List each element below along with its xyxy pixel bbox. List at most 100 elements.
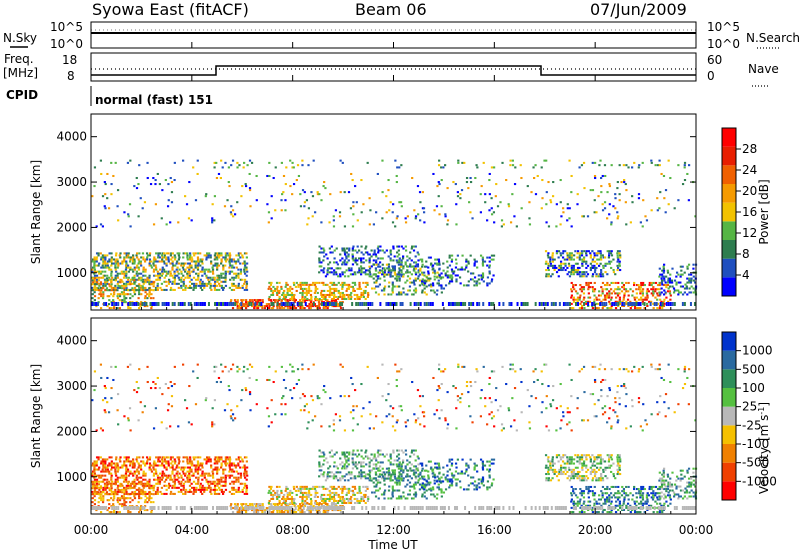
rti-cell: [125, 260, 128, 263]
rti-cell: [315, 501, 319, 505]
rti-cell: [301, 295, 304, 299]
rti-cell: [346, 283, 349, 286]
rti-cell: [383, 293, 386, 296]
rti-cell: [658, 288, 661, 291]
rti-cell: [278, 289, 281, 292]
rti-cell: [237, 274, 240, 277]
rti-cell: [440, 276, 443, 279]
rti-cell: [180, 482, 183, 485]
rti-cell: [293, 307, 296, 310]
rti-cell: [368, 463, 371, 466]
rti-cell: [318, 469, 321, 472]
rti-cell: [137, 501, 140, 504]
rti-cell: [365, 245, 368, 248]
rti-cell: [114, 287, 117, 290]
rti-cell: [408, 271, 412, 274]
rti-cell: [383, 455, 386, 458]
rti-cell: [121, 505, 124, 508]
rti-cell: [213, 288, 217, 291]
rti-cell: [455, 278, 458, 281]
rti-cell: [364, 501, 367, 505]
rti-cell: [234, 284, 237, 287]
rti-cell: [268, 285, 271, 288]
rti-cell: [138, 293, 141, 296]
colorbar-tick-label: 28: [742, 142, 757, 156]
rti-cell: [643, 307, 646, 310]
colorbar-tick-label: 24: [742, 163, 757, 177]
rti-cell: [648, 281, 651, 284]
rti-cell: [293, 497, 296, 500]
rti-cell: [95, 260, 98, 263]
rti-cell: [160, 282, 164, 285]
rti-cell: [364, 247, 367, 250]
rti-cell: [343, 499, 346, 503]
rti-cell: [446, 260, 449, 263]
rti-cell: [329, 455, 332, 458]
rti-cell: [220, 254, 223, 257]
rti-cell: [316, 511, 319, 514]
rti-cell: [214, 262, 217, 265]
rti-cell: [97, 287, 100, 290]
rti-cell: [406, 265, 410, 268]
rti-cell: [336, 305, 340, 308]
rti-cell: [562, 262, 565, 265]
rti-cell: [341, 273, 344, 276]
rti-cell: [440, 205, 443, 208]
rti-cell: [231, 480, 234, 483]
rti-cell: [576, 252, 579, 255]
rti-cell: [327, 267, 330, 270]
rti-cell: [184, 270, 187, 273]
rti-cell: [153, 274, 156, 277]
rti-cell: [350, 473, 353, 476]
rti-cell: [334, 499, 338, 503]
rti-cell: [297, 507, 301, 510]
rti-cell: [351, 489, 355, 492]
rti-cell: [228, 456, 231, 459]
rti-cell: [306, 501, 309, 505]
rti-cell: [328, 451, 331, 454]
rti-cell: [150, 293, 153, 296]
rti-cell: [379, 461, 382, 464]
rti-cell: [375, 459, 378, 462]
rti-cell: [333, 473, 336, 476]
rti-cell: [334, 271, 338, 274]
rti-cell: [360, 449, 363, 452]
rti-cell: [183, 302, 186, 306]
rti-cell: [224, 280, 227, 283]
rti-cell: [227, 181, 230, 184]
rti-cell: [580, 307, 584, 310]
rti-cell: [332, 219, 335, 222]
rti-cell: [199, 474, 202, 477]
rti-cell: [639, 286, 642, 289]
rti-cell: [418, 279, 422, 282]
rti-cell: [101, 474, 104, 477]
rti-cell: [663, 302, 666, 305]
rti-cell: [156, 482, 159, 485]
rti-cell: [356, 449, 359, 452]
rti-cell: [192, 288, 195, 291]
rti-cell: [283, 497, 286, 500]
rti-cell: [271, 495, 275, 498]
rti-cell: [133, 286, 137, 289]
rti-cell: [163, 262, 166, 265]
rti-cell: [339, 302, 342, 306]
rti-cell: [115, 456, 118, 459]
rti-cell: [593, 254, 596, 257]
rti-cell: [161, 252, 164, 255]
rti-cell: [110, 476, 113, 479]
rti-cell: [421, 280, 424, 283]
rti-cell: [136, 278, 139, 281]
rti-cell: [655, 302, 658, 306]
rti-cell: [322, 293, 325, 296]
rti-cell: [479, 193, 482, 196]
rti-cell: [368, 473, 371, 476]
rti-cell: [163, 492, 166, 495]
rti-cell: [230, 213, 233, 216]
rti-cell: [558, 264, 561, 267]
rti-cell: [318, 251, 321, 254]
rti-cell: [397, 275, 401, 278]
rti-cell: [326, 269, 329, 272]
rti-cell: [199, 260, 202, 263]
rti-cell: [330, 281, 333, 284]
rti-cell: [155, 302, 158, 306]
